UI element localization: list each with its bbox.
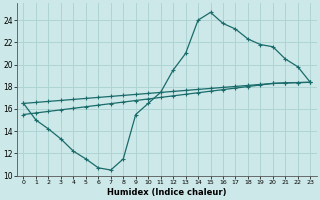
X-axis label: Humidex (Indice chaleur): Humidex (Indice chaleur) (107, 188, 227, 197)
